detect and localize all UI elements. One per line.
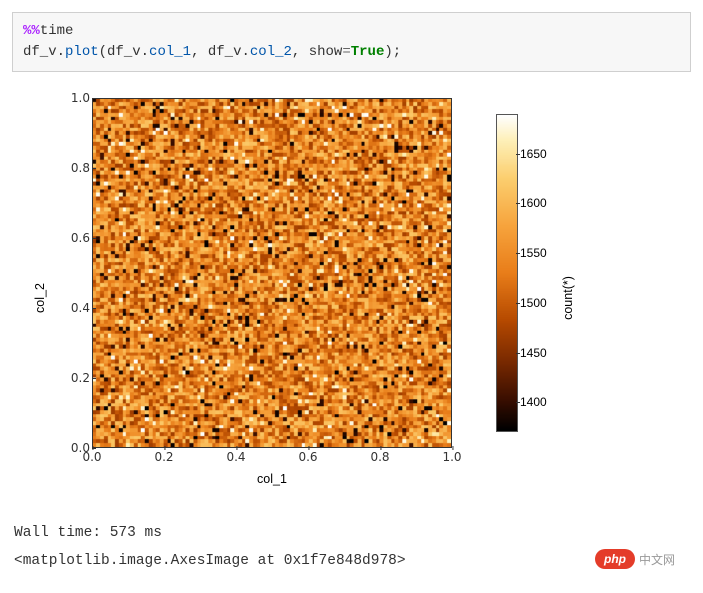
code-method: plot (65, 44, 99, 60)
x-tick: 0.6 (298, 450, 317, 464)
wall-time-line: Wall time: 573 ms (14, 520, 689, 548)
colorbar-tick: 1450 (520, 346, 547, 360)
php-badge-icon: php (595, 549, 635, 569)
x-tick: 0.2 (154, 450, 173, 464)
y-tick: 1.0 (56, 91, 90, 105)
repr-line: <matplotlib.image.AxesImage at 0x1f7e848… (14, 548, 689, 576)
y-tick: 0.4 (56, 301, 90, 315)
heatmap-canvas (93, 99, 451, 447)
watermark: php 中文网 (595, 549, 675, 569)
colorbar-tick: 1650 (520, 147, 547, 161)
x-tick: 0.4 (226, 450, 245, 464)
code-cell: %%time df_v.plot(df_v.col_1, df_v.col_2,… (12, 12, 691, 72)
stdout: Wall time: 573 ms <matplotlib.image.Axes… (12, 514, 691, 581)
x-axis-label: col_1 (257, 472, 287, 486)
colorbar-tick: 1550 (520, 246, 547, 260)
x-tick: 1.0 (442, 450, 461, 464)
heatmap-axes-container: col_2 col_1 0.00.20.40.60.81.00.00.20.40… (34, 88, 474, 508)
colorbar-tick: 1500 (520, 296, 547, 310)
cell-magic-name: time (40, 23, 74, 39)
y-tick: 0.8 (56, 161, 90, 175)
colorbar-gradient (496, 114, 518, 432)
y-tick: 0.2 (56, 371, 90, 385)
x-tick: 0.0 (82, 450, 101, 464)
cell-magic-prefix: %% (23, 23, 40, 39)
x-tick: 0.8 (370, 450, 389, 464)
colorbar-label: count(*) (561, 276, 575, 320)
code-obj: df_v (23, 44, 57, 60)
y-tick: 0.6 (56, 231, 90, 245)
y-axis-label: col_2 (33, 283, 47, 313)
wall-time-value: 573 ms (110, 525, 162, 541)
heatmap-axes (92, 98, 452, 448)
figure: col_2 col_1 0.00.20.40.60.81.00.00.20.40… (12, 82, 691, 514)
colorbar-tick: 1600 (520, 196, 547, 210)
notebook-output: %%time df_v.plot(df_v.col_1, df_v.col_2,… (12, 12, 691, 581)
watermark-text: 中文网 (639, 551, 675, 568)
colorbar: count(*) 1400 1450 1500 1550 1600 1650 (488, 88, 588, 508)
colorbar-tick: 1400 (520, 395, 547, 409)
